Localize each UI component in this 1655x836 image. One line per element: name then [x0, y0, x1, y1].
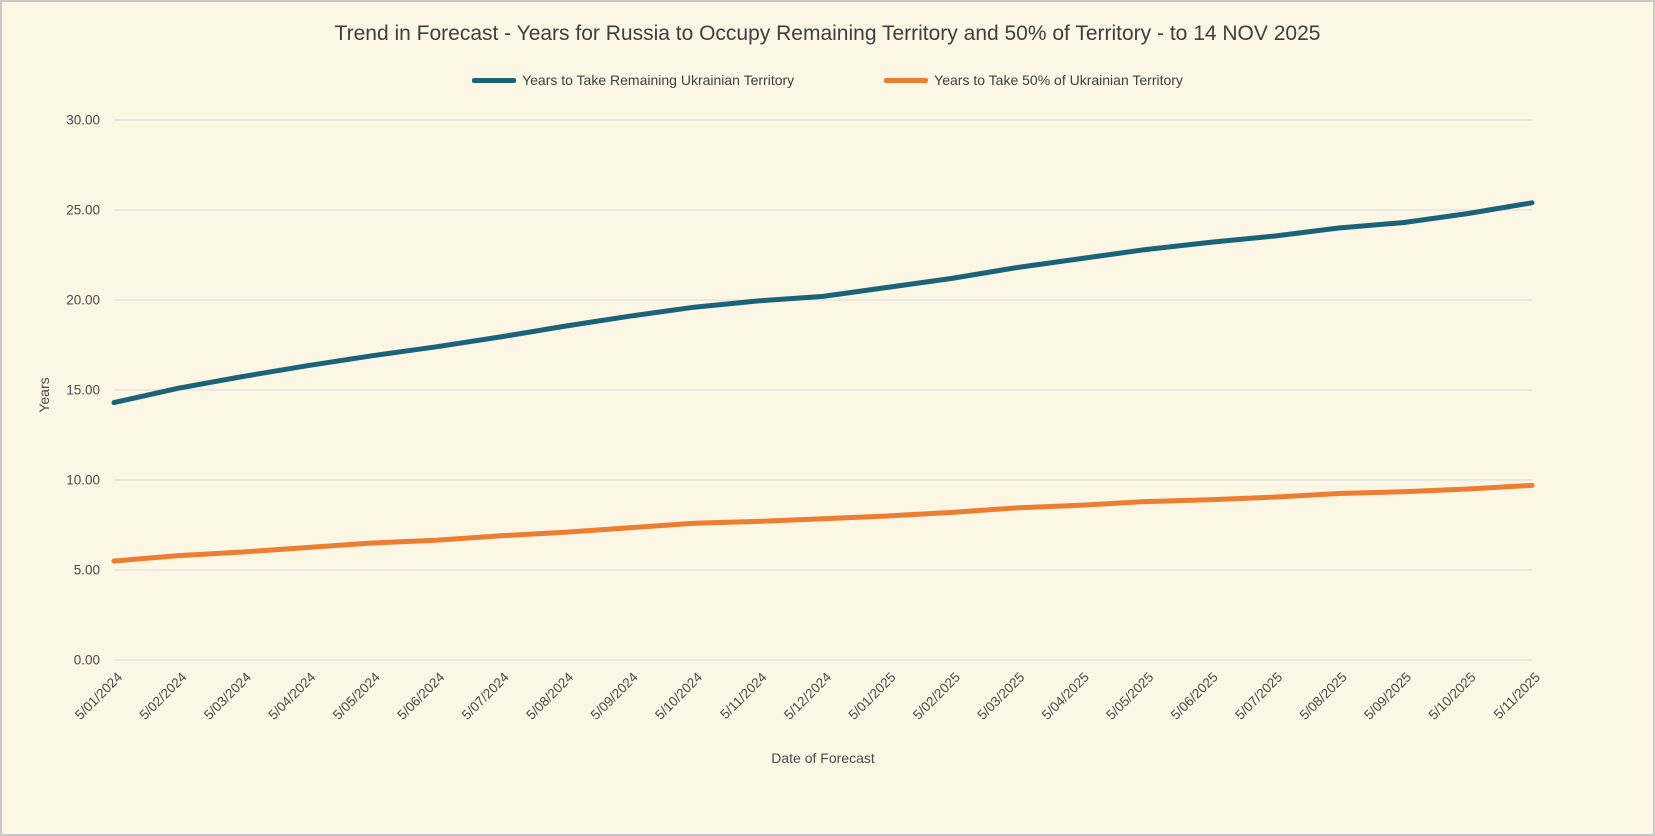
series-line-1[interactable]: [111, 482, 1535, 564]
y-tick-label: 20.00: [66, 293, 100, 308]
x-tick-label: 5/10/2024: [652, 669, 705, 722]
x-tick-label: 5/09/2024: [588, 669, 641, 722]
y-tick-label: 10.00: [66, 473, 100, 488]
legend-swatch-remaining-territory: [472, 77, 517, 83]
x-tick-label: 5/07/2024: [459, 669, 512, 722]
y-tick-label: 25.00: [66, 203, 100, 218]
x-tick-label: 5/08/2025: [1297, 670, 1350, 723]
y-tick-label: 15.00: [66, 383, 100, 398]
legend: Years to Take Remaining Ukrainian Territ…: [2, 72, 1653, 88]
x-tick-label: 5/01/2025: [845, 670, 898, 723]
x-tick-label: 5/06/2024: [394, 669, 447, 722]
x-tick-label: 5/04/2024: [265, 669, 318, 722]
x-tick-label: 5/03/2025: [974, 670, 1027, 723]
y-tick-label: 30.00: [66, 113, 100, 128]
x-tick-label: 5/03/2024: [201, 669, 254, 722]
series-line-0[interactable]: [111, 200, 1535, 406]
y-axis-title: Years: [36, 377, 52, 413]
legend-item-50pct-territory[interactable]: Years to Take 50% of Ukrainian Territory: [884, 72, 1183, 88]
x-tick-label: 5/11/2024: [717, 669, 770, 722]
x-tick-label: 5/07/2025: [1232, 670, 1285, 723]
legend-label-remaining-territory: Years to Take Remaining Ukrainian Territ…: [522, 72, 795, 88]
x-tick-label: 5/05/2025: [1103, 670, 1156, 723]
x-tick-label: 5/05/2024: [330, 669, 383, 722]
x-tick-label: 5/04/2025: [1039, 670, 1092, 723]
chart-title: Trend in Forecast - Years for Russia to …: [334, 22, 1321, 45]
x-axis-title: Date of Forecast: [771, 750, 875, 766]
x-tick-label: 5/10/2025: [1426, 670, 1479, 723]
x-tick-label: 5/02/2024: [136, 669, 189, 722]
legend-swatch-50pct-territory: [884, 77, 929, 83]
y-tick-label: 5.00: [74, 563, 100, 578]
y-tick-label: 0.00: [74, 653, 100, 668]
x-tick-label: 5/12/2024: [781, 669, 834, 722]
x-tick-label: 5/01/2024: [72, 669, 125, 722]
legend-label-50pct-territory: Years to Take 50% of Ukrainian Territory: [934, 72, 1183, 88]
x-tick-label: 5/11/2025: [1491, 670, 1543, 722]
x-tick-label: 5/09/2025: [1361, 670, 1414, 723]
x-tick-label: 5/02/2025: [910, 670, 963, 723]
legend-item-remaining-territory[interactable]: Years to Take Remaining Ukrainian Territ…: [472, 72, 794, 88]
x-tick-label: 5/08/2024: [523, 669, 576, 722]
x-tick-label: 5/06/2025: [1168, 670, 1221, 723]
